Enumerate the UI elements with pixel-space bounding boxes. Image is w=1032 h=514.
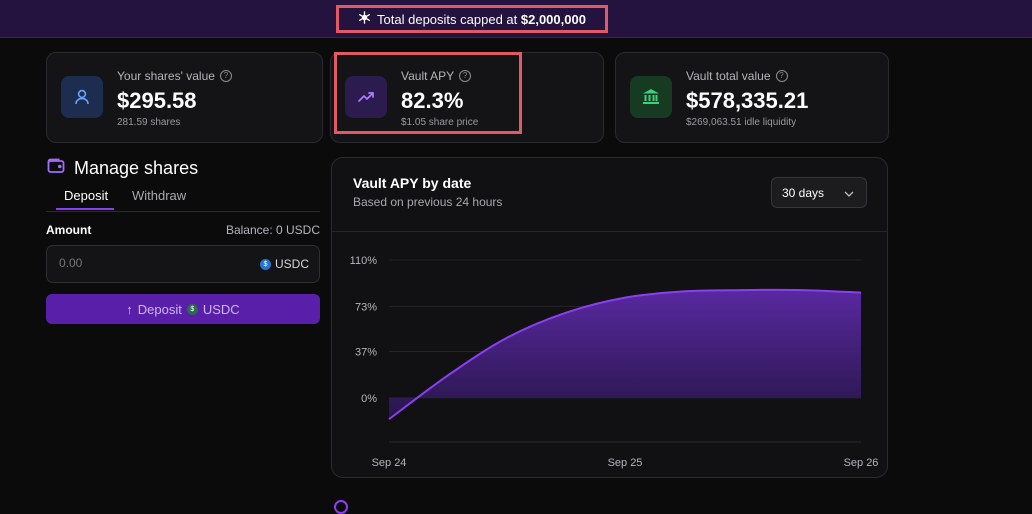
range-select[interactable]: 30 days xyxy=(771,177,867,208)
user-icon xyxy=(61,76,103,118)
vault-total-card: Vault total value? $578,335.21 $269,063.… xyxy=(615,52,889,143)
manage-shares-title: Manage shares xyxy=(74,158,199,178)
deposit-button-label: Deposit xyxy=(137,301,182,317)
section-icon xyxy=(334,500,348,514)
vault-total-value: $578,335.21 xyxy=(686,88,809,113)
apy-series-line xyxy=(388,288,862,421)
apy-chart-card: Vault APY by date Based on previous 24 h… xyxy=(331,157,888,478)
chart-title: Vault APY by date xyxy=(353,175,472,191)
amount-input[interactable] xyxy=(57,255,241,271)
amount-field[interactable]: $ USDC xyxy=(46,245,320,283)
help-icon[interactable]: ? xyxy=(459,70,472,82)
y-tick-label: 0% xyxy=(361,393,377,405)
shares-value-card: Your shares' value? $295.58 281.59 share… xyxy=(46,52,323,143)
snowflake-icon xyxy=(358,11,371,27)
manage-shares-heading: Manage shares xyxy=(47,158,198,179)
chevron-down-icon xyxy=(844,186,854,200)
arrow-up-icon: ↑ xyxy=(126,301,133,317)
idle-liquidity: $269,063.51 idle liquidity xyxy=(686,117,797,128)
deposit-button-currency: USDC xyxy=(202,301,240,317)
banner-amount: $2,000,000 xyxy=(520,11,586,27)
usdc-icon: $ xyxy=(186,303,198,315)
usdc-icon: $ xyxy=(259,258,271,270)
banner-text: Total deposits capped at xyxy=(377,11,521,27)
tab-withdraw[interactable]: Withdraw xyxy=(132,188,187,203)
deposit-button[interactable]: ↑ Deposit $ USDC xyxy=(46,294,320,324)
range-select-value: 30 days xyxy=(782,185,825,200)
vault-apy-value: 82.3% xyxy=(401,88,464,113)
chart-divider xyxy=(332,231,887,232)
amount-label: Amount xyxy=(46,223,92,237)
vault-total-label: Vault total value xyxy=(686,69,771,83)
shares-count: 281.59 shares xyxy=(117,117,181,128)
currency-label: $ USDC xyxy=(259,257,309,271)
deposit-withdraw-tabs: Deposit Withdraw xyxy=(46,186,320,212)
shares-value: $295.58 xyxy=(117,88,197,113)
apy-area-chart: 110% 73% 37% 0% Sep 24 Sep 25 Sep 26 xyxy=(350,255,879,469)
y-tick-label: 73% xyxy=(355,301,377,313)
chart-subtitle: Based on previous 24 hours xyxy=(353,195,503,209)
shares-value-label: Your shares' value xyxy=(117,69,215,83)
x-tick-label: Sep 25 xyxy=(608,457,643,469)
active-tab-indicator xyxy=(56,208,114,210)
apy-area-fill xyxy=(389,289,861,420)
help-icon[interactable]: ? xyxy=(775,70,788,82)
help-icon[interactable]: ? xyxy=(219,70,232,82)
x-tick-label: Sep 26 xyxy=(844,457,879,469)
y-tick-label: 37% xyxy=(355,347,377,359)
vault-apy-label: Vault APY xyxy=(401,69,455,83)
balance-text: Balance: 0 USDC xyxy=(225,223,320,237)
trend-up-icon xyxy=(345,76,387,118)
share-price: $1.05 share price xyxy=(401,117,479,128)
deposit-cap-banner: Total deposits capped at $2,000,000 xyxy=(0,0,1032,38)
vault-apy-card: Vault APY? 82.3% $1.05 share price xyxy=(330,52,604,143)
wallet-icon xyxy=(47,158,65,179)
y-tick-label: 110% xyxy=(350,255,378,267)
deposit-cap-notice: Total deposits capped at $2,000,000 xyxy=(336,5,608,33)
x-tick-label: Sep 24 xyxy=(372,457,407,469)
bank-icon xyxy=(630,76,672,118)
tab-deposit[interactable]: Deposit xyxy=(64,188,109,203)
